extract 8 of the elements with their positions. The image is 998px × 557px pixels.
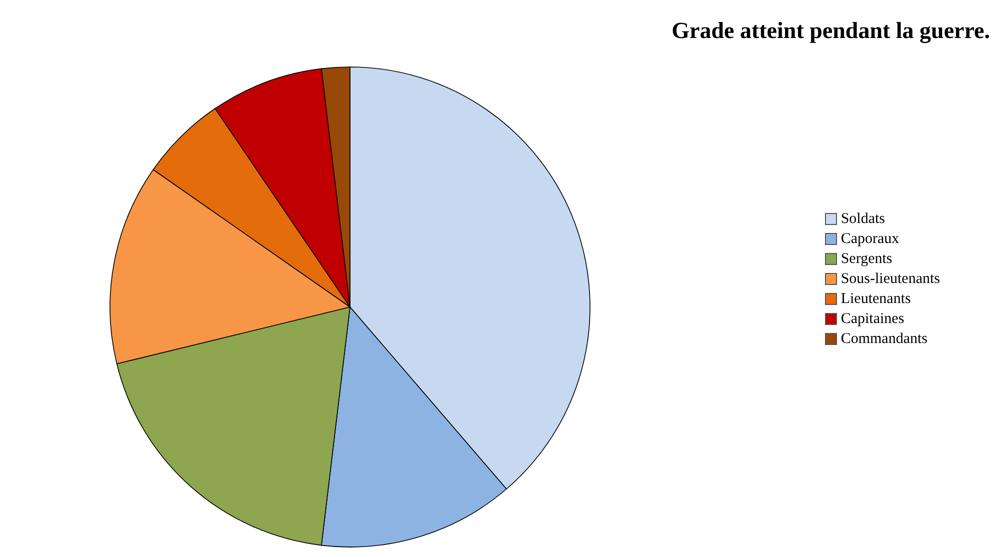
legend-label: Sous-lieutenants <box>840 270 940 288</box>
legend-label: Caporaux <box>840 230 900 248</box>
legend-label: Sergents <box>840 250 892 268</box>
legend-label: Lieutenants <box>840 290 911 308</box>
chart-title: Grade atteint pendant la guerre. <box>672 18 990 44</box>
legend-label: Capitaines <box>840 310 904 328</box>
legend-label: Commandants <box>840 330 928 348</box>
legend-label: Soldats <box>840 210 886 228</box>
